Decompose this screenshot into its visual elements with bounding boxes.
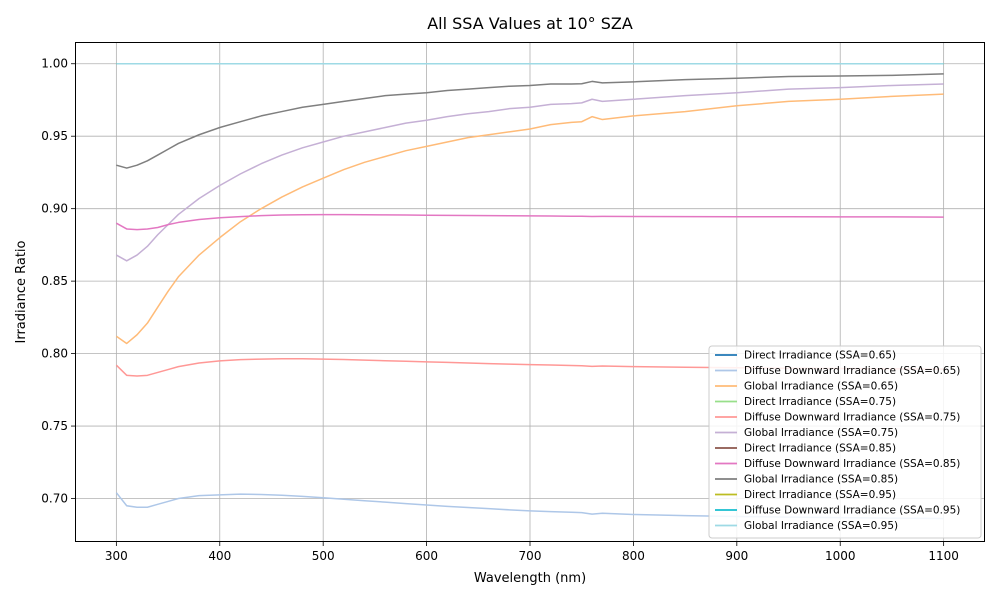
legend-label: Diffuse Downward Irradiance (SSA=0.85) <box>744 458 960 470</box>
x-axis-ticks: 300 400 500 600 700 800 900 1000 1100 <box>105 542 959 563</box>
series-line-5 <box>115 83 944 262</box>
x-tick-label: 600 <box>415 549 438 563</box>
legend-label: Diffuse Downward Irradiance (SSA=0.95) <box>744 505 960 517</box>
x-tick-label: 500 <box>312 549 335 563</box>
y-tick-label: 1.00 <box>41 57 68 71</box>
legend-label: Direct Irradiance (SSA=0.95) <box>744 489 896 501</box>
legend: Direct Irradiance (SSA=0.65) Diffuse Down… <box>708 345 982 539</box>
legend-label: Global Irradiance (SSA=0.95) <box>744 520 898 532</box>
series-line-1 <box>115 492 944 520</box>
x-tick-label: 300 <box>105 549 128 563</box>
y-tick-label: 0.90 <box>41 202 68 216</box>
y-axis-ticks: 0.70 0.75 0.80 0.85 0.90 0.95 1.00 <box>41 57 75 506</box>
legend-label: Diffuse Downward Irradiance (SSA=0.65) <box>744 365 960 377</box>
y-tick-label: 0.70 <box>41 492 68 506</box>
x-axis-label: Wavelength (nm) <box>474 571 586 586</box>
legend-label: Global Irradiance (SSA=0.85) <box>744 474 898 486</box>
y-axis-label: Irradiance Ratio <box>14 240 29 343</box>
series-lines <box>115 62 944 520</box>
series-line-7 <box>115 213 944 231</box>
legend-label: Direct Irradiance (SSA=0.65) <box>744 350 896 362</box>
series-line-2 <box>115 93 944 345</box>
chart-title: All SSA Values at 10° SZA <box>427 14 633 33</box>
legend-label: Direct Irradiance (SSA=0.75) <box>744 396 896 408</box>
x-tick-label: 900 <box>725 549 748 563</box>
y-tick-label: 0.80 <box>41 347 68 361</box>
x-tick-label: 700 <box>519 549 542 563</box>
legend-label: Direct Irradiance (SSA=0.85) <box>744 443 896 455</box>
x-tick-label: 800 <box>622 549 645 563</box>
series-line-8 <box>116 73 944 169</box>
legend-label: Global Irradiance (SSA=0.75) <box>744 427 898 439</box>
legend-label: Diffuse Downward Irradiance (SSA=0.75) <box>744 412 960 424</box>
x-tick-label: 400 <box>208 549 231 563</box>
series-line-4 <box>115 358 944 377</box>
y-tick-label: 0.95 <box>41 129 68 143</box>
y-tick-label: 0.75 <box>41 419 68 433</box>
x-tick-label: 1000 <box>825 549 856 563</box>
legend-box <box>708 345 982 539</box>
plot-frame <box>75 42 985 542</box>
x-tick-label: 1100 <box>928 549 959 563</box>
legend-label: Global Irradiance (SSA=0.65) <box>744 381 898 393</box>
y-tick-label: 0.85 <box>41 274 68 288</box>
